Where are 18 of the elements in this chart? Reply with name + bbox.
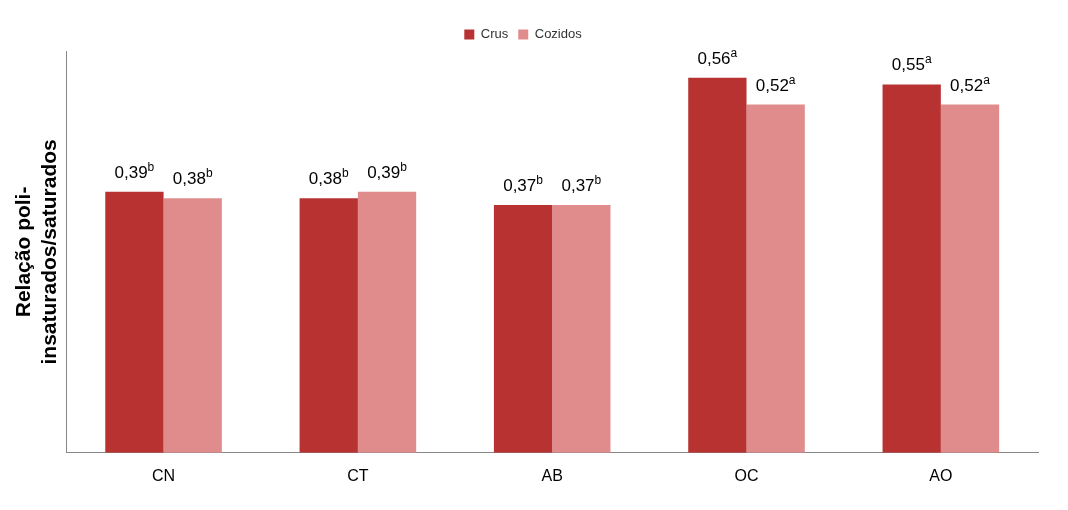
x-tick-label: CT <box>347 466 369 484</box>
bar <box>940 104 1000 453</box>
legend-label: Cozidos <box>534 26 583 42</box>
x-tick-label: AB <box>541 466 563 484</box>
bar <box>552 205 611 453</box>
bar <box>299 198 358 453</box>
bar <box>357 191 417 453</box>
bar <box>493 205 553 453</box>
y-axis-title: Relação poli-insaturados/saturados <box>11 139 60 365</box>
bar <box>105 191 164 453</box>
x-tick-label: CN <box>152 466 176 484</box>
bar <box>163 198 222 453</box>
bar <box>688 77 747 453</box>
legend-label: Crus <box>480 26 509 42</box>
bar <box>746 104 805 453</box>
bar <box>882 84 941 453</box>
x-tick-label: AO <box>929 466 953 484</box>
x-tick-label: OC <box>734 466 759 484</box>
